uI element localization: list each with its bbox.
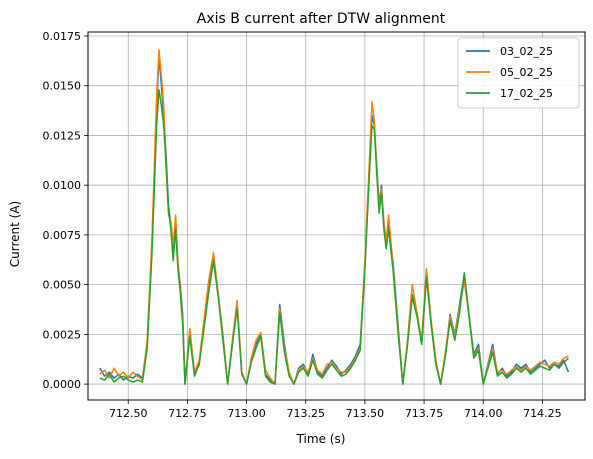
legend-label: 05_02_25 xyxy=(500,66,553,79)
x-tick-label: 712.75 xyxy=(168,407,207,420)
y-tick-label: 0.0125 xyxy=(43,129,82,142)
x-tick-label: 713.25 xyxy=(286,407,325,420)
y-tick-label: 0.0075 xyxy=(43,229,82,242)
chart-title: Axis B current after DTW alignment xyxy=(197,11,446,27)
x-tick-label: 714.25 xyxy=(523,407,562,420)
y-tick-label: 0.0025 xyxy=(43,328,82,341)
y-axis: 0.0000 0.0025 0.0050 0.0075 0.0100 0.0125 0.01… xyxy=(43,30,88,391)
legend: 03_02_25 05_02_25 17_02_25 xyxy=(457,37,580,109)
x-tick-label: 713.00 xyxy=(227,407,266,420)
y-tick-label: 0.0150 xyxy=(43,80,82,93)
plot-frame xyxy=(87,31,586,401)
y-tick-label: 0.0000 xyxy=(43,378,82,391)
legend-box xyxy=(457,37,580,109)
legend-label: 17_02_25 xyxy=(500,87,553,100)
x-axis: 712.50 712.75 713.00 713.25 713.50 713.75 714.… xyxy=(109,400,562,420)
series-lines xyxy=(99,49,570,385)
x-axis-label: Time (s) xyxy=(296,432,346,446)
y-axis-label: Current (A) xyxy=(8,201,22,267)
y-tick-label: 0.0050 xyxy=(43,279,82,292)
y-tick-label: 0.0100 xyxy=(43,179,82,192)
x-tick-label: 714.00 xyxy=(464,407,503,420)
legend-label: 03_02_25 xyxy=(500,45,553,58)
x-tick-label: 713.50 xyxy=(346,407,385,420)
y-tick-label: 0.0175 xyxy=(43,30,82,43)
x-tick-label: 713.75 xyxy=(405,407,444,420)
x-tick-label: 712.50 xyxy=(109,407,148,420)
series-line-17_02_25 xyxy=(99,88,569,385)
